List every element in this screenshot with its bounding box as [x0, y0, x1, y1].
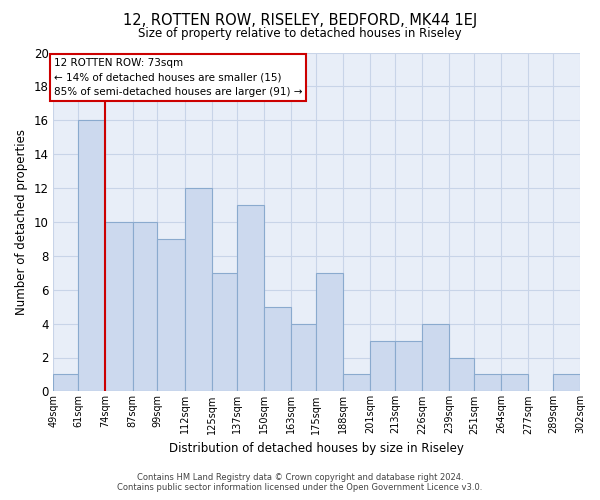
- Bar: [79, 120, 106, 392]
- X-axis label: Distribution of detached houses by size in Riseley: Distribution of detached houses by size …: [169, 442, 464, 455]
- Bar: [422, 324, 449, 392]
- Bar: [212, 273, 236, 392]
- Bar: [474, 374, 501, 392]
- Bar: [553, 374, 580, 392]
- Bar: [449, 358, 474, 392]
- Bar: [501, 374, 528, 392]
- Bar: [53, 374, 79, 392]
- Bar: [236, 205, 263, 392]
- Text: Size of property relative to detached houses in Riseley: Size of property relative to detached ho…: [138, 28, 462, 40]
- Bar: [343, 374, 370, 392]
- Bar: [263, 306, 290, 392]
- Bar: [316, 273, 343, 392]
- Y-axis label: Number of detached properties: Number of detached properties: [15, 129, 28, 315]
- Bar: [106, 222, 133, 392]
- Bar: [133, 222, 157, 392]
- Bar: [157, 239, 185, 392]
- Text: Contains HM Land Registry data © Crown copyright and database right 2024.
Contai: Contains HM Land Registry data © Crown c…: [118, 473, 482, 492]
- Text: 12 ROTTEN ROW: 73sqm
← 14% of detached houses are smaller (15)
85% of semi-detac: 12 ROTTEN ROW: 73sqm ← 14% of detached h…: [54, 58, 302, 97]
- Bar: [370, 340, 395, 392]
- Bar: [395, 340, 422, 392]
- Bar: [185, 188, 212, 392]
- Text: 12, ROTTEN ROW, RISELEY, BEDFORD, MK44 1EJ: 12, ROTTEN ROW, RISELEY, BEDFORD, MK44 1…: [123, 12, 477, 28]
- Bar: [290, 324, 316, 392]
